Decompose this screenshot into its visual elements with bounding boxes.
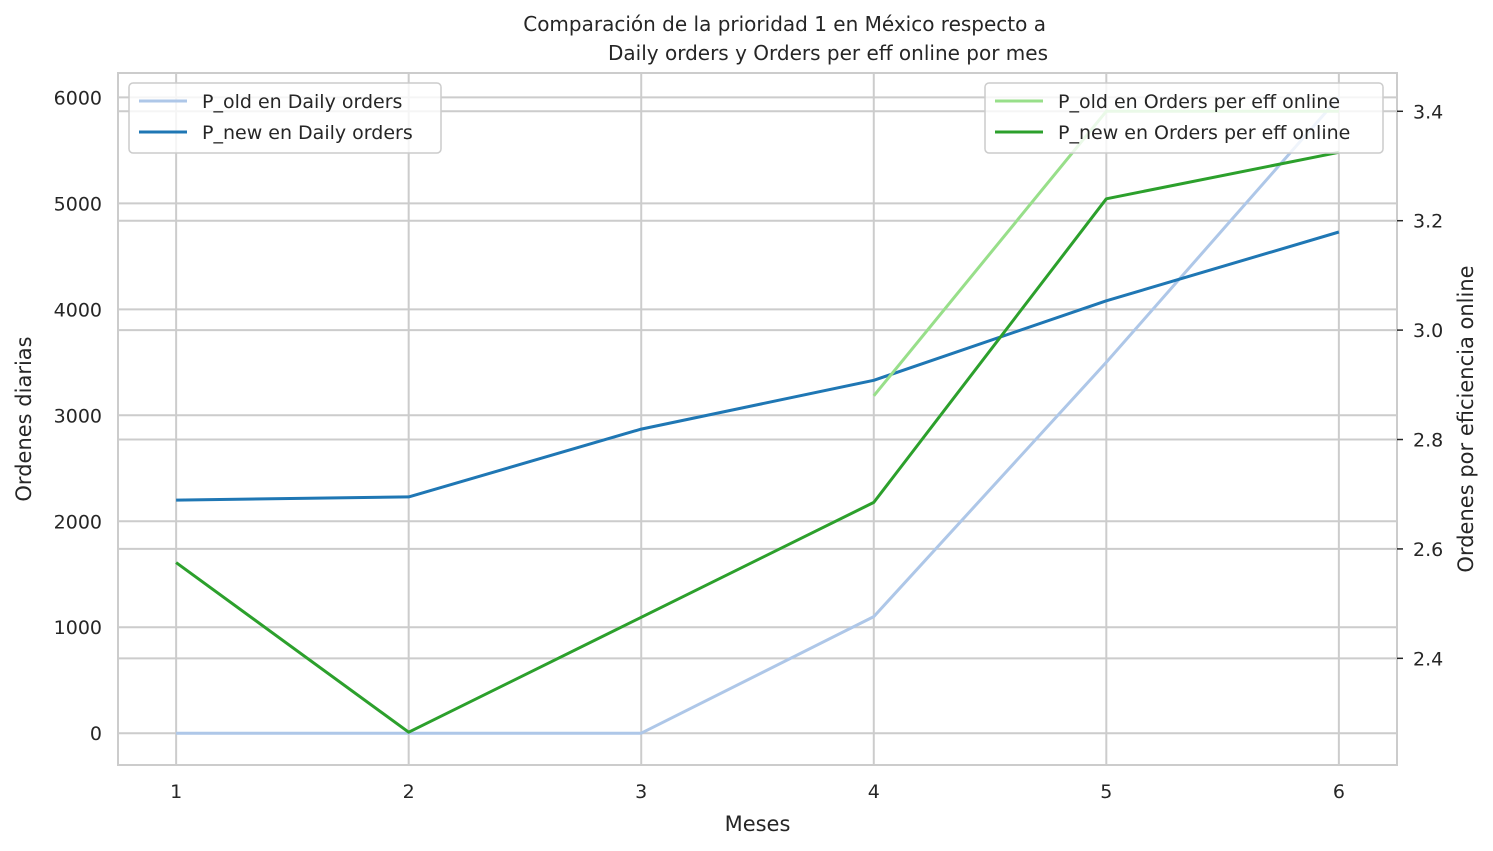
chart-title-line-2: Daily orders y Orders per eff online por… bbox=[608, 41, 1048, 65]
plot-frame bbox=[117, 72, 1398, 766]
y-left-tick-label: 1000 bbox=[54, 617, 102, 639]
y-left-tick-label: 5000 bbox=[54, 193, 102, 215]
x-tick-label: 4 bbox=[868, 781, 880, 803]
x-tick-label: 6 bbox=[1333, 781, 1345, 803]
legend-left: P_old en Daily orders P_new en Daily ord… bbox=[128, 82, 442, 154]
y-left-tick-label: 2000 bbox=[54, 511, 102, 533]
series-line-p-old-daily bbox=[176, 96, 1341, 735]
legend-label-p-old-eff: P_old en Orders per eff online bbox=[1058, 91, 1340, 113]
legend-label-p-new-eff: P_new en Orders per eff online bbox=[1058, 122, 1350, 144]
x-tick-label: 5 bbox=[1100, 781, 1112, 803]
y-axis-left-label: Ordenes diarias bbox=[12, 336, 36, 501]
y-axis-right-label: Ordenes por eficiencia online bbox=[1454, 265, 1478, 572]
y-right-tick-label: 2.6 bbox=[1413, 539, 1443, 561]
y-left-tick-label: 0 bbox=[90, 723, 102, 745]
legend-label-p-new-daily: P_new en Daily orders bbox=[202, 122, 413, 144]
x-tick-label: 1 bbox=[170, 781, 182, 803]
legend-right-box bbox=[984, 82, 1384, 154]
x-tick-label: 3 bbox=[635, 781, 647, 803]
series-line-p-new-eff bbox=[175, 150, 1340, 734]
y-right-tick-label: 3.0 bbox=[1413, 320, 1443, 342]
y-right-tick-label: 2.8 bbox=[1413, 430, 1443, 452]
x-axis-label: Meses bbox=[725, 812, 791, 836]
y-left-tick-label: 6000 bbox=[54, 87, 102, 109]
y-left-tick-label: 4000 bbox=[54, 299, 102, 321]
legend-label-p-old-daily: P_old en Daily orders bbox=[202, 91, 402, 113]
tick-layer: 1 2 3 4 5 6 0 1000 2000 3000 4000 5000 6000 2.4 2.6 2.8… bbox=[54, 87, 1444, 803]
legend-right: P_old en Orders per eff online P_new en … bbox=[984, 82, 1384, 154]
chart-title-line-1: Comparación de la prioridad 1 en México … bbox=[523, 12, 1046, 36]
y-right-tick-label: 2.4 bbox=[1413, 648, 1443, 670]
y-left-tick-label: 3000 bbox=[54, 405, 102, 427]
y-right-tick-label: 3.2 bbox=[1413, 211, 1443, 233]
legend-left-box bbox=[128, 82, 442, 154]
y-right-tick-label: 3.4 bbox=[1413, 101, 1443, 123]
series-line-p-new-daily bbox=[176, 230, 1340, 502]
x-tick-label: 2 bbox=[403, 781, 415, 803]
